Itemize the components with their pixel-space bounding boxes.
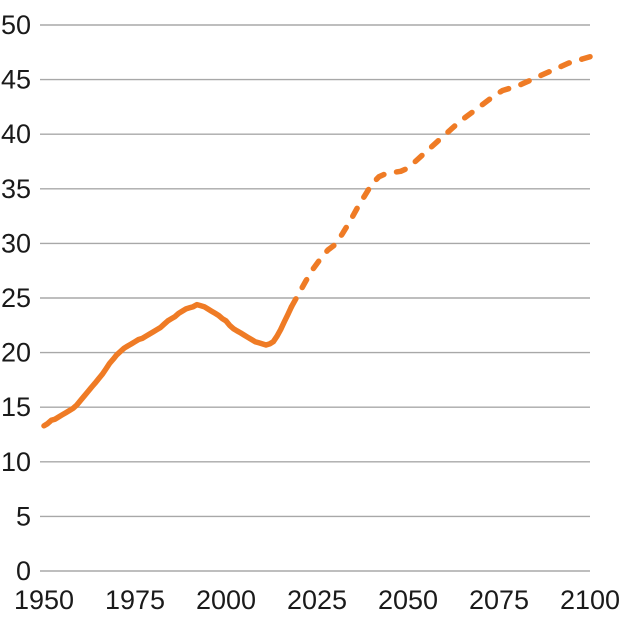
data-series [41,53,593,429]
y-tick-label-30: 30 [1,228,31,258]
x-tick-label-2025: 2025 [287,585,347,615]
series-line-dashed-segment [288,53,593,310]
y-tick-label-40: 40 [1,119,31,149]
y-tick-label-25: 25 [1,283,31,313]
y-tick-label-20: 20 [1,338,31,368]
x-tick-label-2000: 2000 [196,585,256,615]
x-axis-tick-labels: 1950 1975 2000 2025 2050 2075 2100 [14,585,620,615]
y-tick-label-10: 10 [1,447,31,477]
x-tick-label-1975: 1975 [105,585,165,615]
y-tick-label-45: 45 [1,65,31,95]
y-tick-label-35: 35 [1,174,31,204]
x-tick-label-1950: 1950 [14,585,74,615]
y-tick-label-15: 15 [1,392,31,422]
y-tick-label-50: 50 [1,10,31,40]
x-tick-label-2050: 2050 [378,585,438,615]
y-gridlines [40,24,590,572]
y-tick-label-5: 5 [16,501,31,531]
series-line-solid-segment [41,301,295,429]
y-axis-tick-labels: 0 5 10 15 20 25 30 35 40 45 50 [1,10,31,586]
x-tick-label-2075: 2075 [469,585,529,615]
y-tick-label-0: 0 [16,556,31,586]
x-tick-label-2100: 2100 [560,585,620,615]
